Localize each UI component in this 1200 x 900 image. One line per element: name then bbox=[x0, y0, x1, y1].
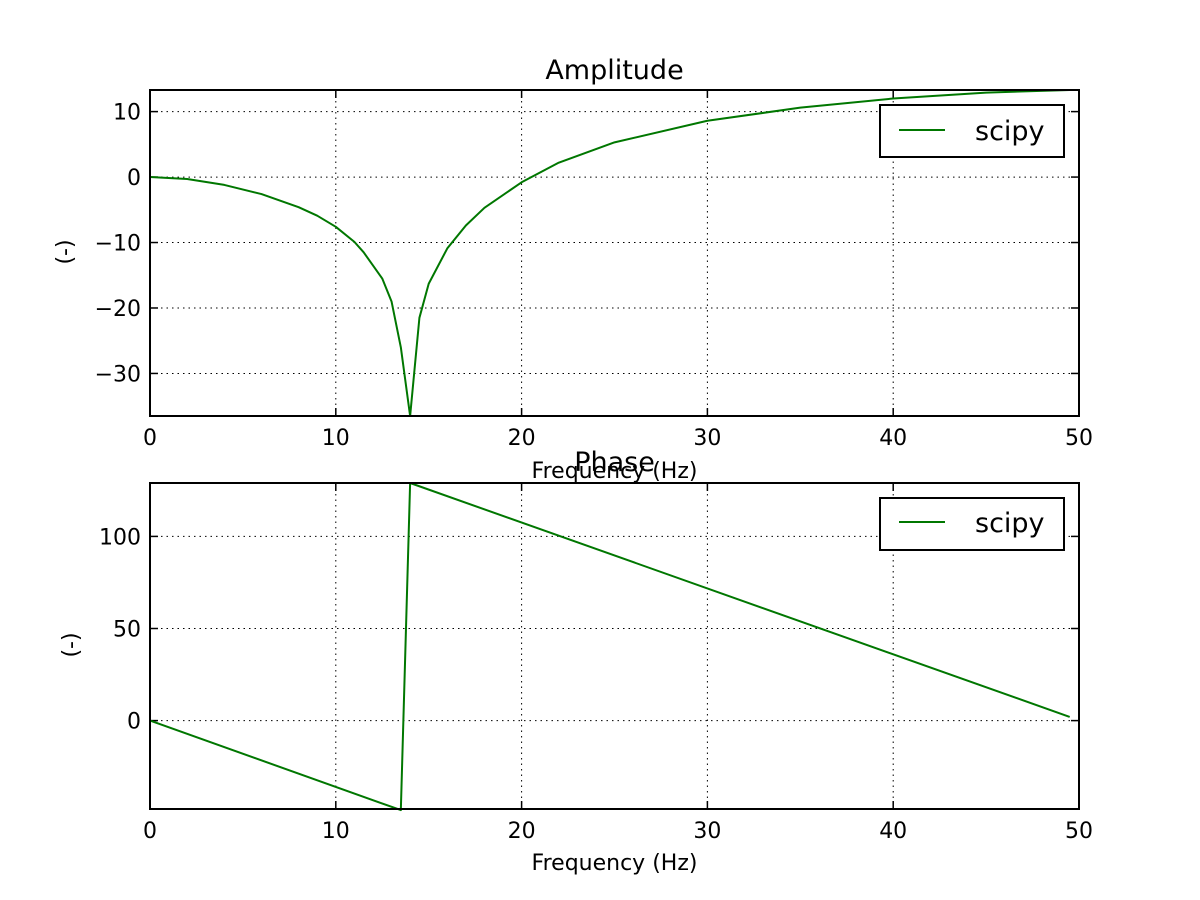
amplitude-plot-frame bbox=[149, 89, 1080, 417]
amplitude-x-tick-label: 10 bbox=[322, 426, 350, 451]
phase-x-axis-label: Frequency (Hz) bbox=[532, 851, 698, 876]
phase-title: Phase bbox=[574, 447, 655, 478]
phase-y-axis-label: (-) bbox=[59, 632, 84, 657]
phase-x-tick-label: 40 bbox=[879, 819, 907, 844]
phase-ticks: 0 10 20 30 40 50 0 50 100 bbox=[99, 483, 1093, 844]
phase-subplot: Phase 0 10 20 30 40 50 0 50 100 Frequency (Hz) (… bbox=[59, 447, 1093, 876]
phase-plot-frame bbox=[149, 482, 1080, 810]
phase-series-line bbox=[149, 482, 1071, 812]
amplitude-legend-label: scipy bbox=[975, 116, 1045, 147]
phase-series bbox=[149, 482, 1071, 812]
phase-x-tick-label: 30 bbox=[693, 819, 721, 844]
amplitude-legend: scipy bbox=[879, 104, 1065, 158]
amplitude-x-tick-label: 30 bbox=[693, 426, 721, 451]
amplitude-y-tick-label: −10 bbox=[95, 232, 141, 257]
amplitude-x-tick-label: 0 bbox=[143, 426, 157, 451]
phase-x-tick-label: 0 bbox=[143, 819, 157, 844]
amplitude-title: Amplitude bbox=[545, 55, 683, 86]
amplitude-x-axis-label: Frequency (Hz) bbox=[532, 459, 698, 484]
amplitude-x-tick-label: 40 bbox=[879, 426, 907, 451]
phase-legend: scipy bbox=[879, 497, 1065, 551]
amplitude-y-tick-label: 10 bbox=[113, 101, 141, 126]
amplitude-y-tick-label: −20 bbox=[95, 297, 141, 322]
phase-x-tick-label: 20 bbox=[508, 819, 536, 844]
phase-grid bbox=[150, 483, 1079, 809]
phase-y-tick-label: 0 bbox=[127, 710, 141, 735]
amplitude-y-axis-label: (-) bbox=[53, 239, 78, 264]
phase-legend-box bbox=[879, 497, 1065, 551]
amplitude-grid bbox=[150, 90, 1079, 416]
amplitude-x-tick-label: 20 bbox=[508, 426, 536, 451]
phase-y-tick-label: 100 bbox=[99, 525, 141, 550]
amplitude-y-tick-label: 0 bbox=[127, 166, 141, 191]
phase-x-tick-label: 10 bbox=[322, 819, 350, 844]
amplitude-ticks: 0 10 20 30 40 50 −30 −20 −10 0 10 bbox=[95, 90, 1093, 451]
phase-legend-label: scipy bbox=[975, 508, 1045, 539]
amplitude-x-tick-label: 50 bbox=[1065, 426, 1093, 451]
amplitude-subplot: Amplitude 0 10 20 30 40 50 −30 −20 −10 0 10 Freque… bbox=[53, 55, 1093, 484]
amplitude-y-tick-label: −30 bbox=[95, 362, 141, 387]
phase-y-tick-label: 50 bbox=[113, 618, 141, 643]
phase-x-tick-label: 50 bbox=[1065, 819, 1093, 844]
